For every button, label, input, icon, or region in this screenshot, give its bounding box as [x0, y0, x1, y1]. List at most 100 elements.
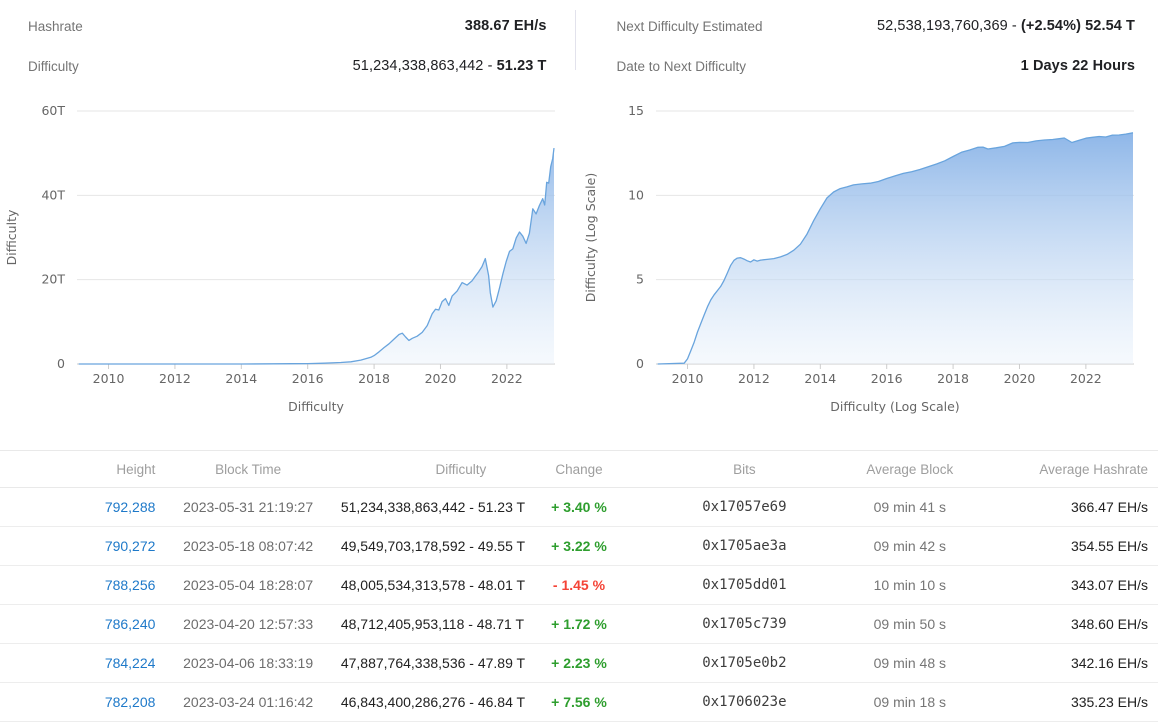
avgblock-cell: 09 min 18 s [827, 682, 993, 722]
svg-text:2020: 2020 [425, 371, 457, 386]
avgblock-cell: 10 min 10 s [827, 565, 993, 605]
avgblock-cell: 09 min 41 s [827, 487, 993, 527]
table-row: 790,272 2023-05-18 08:07:42 49,549,703,178… [0, 526, 1158, 566]
next-difficulty-label: Next Difficulty Estimated [616, 18, 763, 34]
svg-text:2012: 2012 [159, 371, 191, 386]
time-cell: 2023-04-20 12:57:33 [165, 604, 331, 644]
svg-text:60T: 60T [41, 103, 65, 118]
diff-cell: 46,843,400,286,276 - 46.84 T [330, 682, 525, 722]
svg-text:2020: 2020 [1004, 371, 1036, 386]
height-cell: 790,272 [0, 526, 166, 566]
column-header-time: Block Time [165, 450, 331, 488]
svg-text:5: 5 [636, 272, 644, 287]
height-cell: 788,256 [0, 565, 166, 605]
time-cell: 2023-04-06 18:33:19 [165, 643, 331, 683]
svg-text:2018: 2018 [937, 371, 969, 386]
svg-text:2010: 2010 [93, 371, 125, 386]
change-cell: + 3.40 % [496, 487, 662, 527]
block-height-link[interactable]: 788,256 [104, 577, 156, 593]
diff-cell: 49,549,703,178,592 - 49.55 T [330, 526, 525, 566]
svg-text:20T: 20T [41, 272, 65, 287]
svg-text:2014: 2014 [804, 371, 836, 386]
svg-text:2018: 2018 [358, 371, 390, 386]
column-header-change: Change [496, 450, 662, 488]
bits-cell: 0x1705e0b2 [661, 643, 828, 683]
stats-right-column: Next Difficulty Estimated 52,538,193,760… [573, 2, 1158, 90]
height-cell: 792,288 [0, 487, 166, 527]
bits-cell: 0x1705ae3a [661, 526, 828, 566]
hashrate-value: 388.67 EH/s [464, 18, 547, 34]
svg-text:2010: 2010 [672, 371, 704, 386]
avghash-cell: 335.23 EH/s [992, 682, 1158, 722]
time-cell: 2023-05-04 18:28:07 [165, 565, 331, 605]
svg-text:2016: 2016 [871, 371, 903, 386]
avgblock-cell: 09 min 48 s [827, 643, 993, 683]
svg-text:0: 0 [636, 356, 644, 371]
avghash-cell: 343.07 EH/s [992, 565, 1158, 605]
next-difficulty-stat: Next Difficulty Estimated 52,538,193,760… [617, 6, 1136, 46]
table-row: 782,208 2023-03-24 01:16:42 46,843,400,286… [0, 682, 1158, 722]
svg-text:2022: 2022 [491, 371, 523, 386]
column-header-bits: Bits [661, 450, 828, 488]
svg-text:0: 0 [57, 356, 65, 371]
avghash-cell: 342.16 EH/s [992, 643, 1158, 683]
bits-cell: 0x1706023e [661, 682, 828, 722]
bits-cell: 0x1705c739 [661, 604, 828, 644]
block-height-link[interactable]: 790,272 [104, 538, 156, 554]
diff-cell: 47,887,764,338,536 - 47.89 T [330, 643, 525, 683]
table-row: 784,224 2023-04-06 18:33:19 47,887,764,338… [0, 643, 1158, 683]
table-row: 788,256 2023-05-04 18:28:07 48,005,534,313… [0, 565, 1158, 605]
avghash-cell: 354.55 EH/s [992, 526, 1158, 566]
svg-text:15: 15 [628, 103, 644, 118]
date-to-next-label: Date to Next Difficulty [616, 58, 747, 74]
difficulty-chart: 0 20T 40T 60T 2010 2012 2014 2016 2018 2020 2022 Di… [4, 103, 555, 414]
stats-left-column: Hashrate 388.67 EH/s Difficulty 51,234,3… [0, 2, 573, 90]
table-row: 786,240 2023-04-20 12:57:33 48,712,405,953… [0, 604, 1158, 644]
stats-divider [575, 10, 576, 70]
change-cell: + 2.23 % [496, 643, 662, 683]
hashrate-stat: Hashrate 388.67 EH/s [28, 6, 547, 46]
difficulty-label: Difficulty [28, 58, 79, 74]
svg-text:2016: 2016 [292, 371, 324, 386]
time-cell: 2023-05-31 21:19:27 [165, 487, 331, 527]
date-to-next-stat: Date to Next Difficulty 1 Days 22 Hours [617, 46, 1136, 86]
y-axis-title: Difficulty [4, 209, 19, 265]
avghash-cell: 366.47 EH/s [992, 487, 1158, 527]
svg-text:40T: 40T [41, 187, 65, 202]
block-height-link[interactable]: 784,224 [104, 655, 156, 671]
block-height-link[interactable]: 786,240 [104, 616, 156, 632]
block-height-link[interactable]: 792,288 [104, 499, 156, 515]
block-height-link[interactable]: 782,208 [104, 694, 156, 710]
change-cell: + 7.56 % [496, 682, 662, 722]
table-header-row: Height Block Time Difficulty Change Bits Aver… [0, 450, 1158, 488]
svg-text:2022: 2022 [1070, 371, 1102, 386]
column-header-avgblock: Average Block [827, 450, 993, 488]
bits-cell: 0x17057e69 [661, 487, 828, 527]
column-header-height: Height [0, 450, 166, 488]
avghash-cell: 348.60 EH/s [992, 604, 1158, 644]
x-axis-title: Difficulty (Log Scale) [830, 399, 959, 414]
stats-header: Hashrate 388.67 EH/s Difficulty 51,234,3… [0, 0, 1158, 90]
height-cell: 782,208 [0, 682, 166, 722]
column-header-avghash: Average Hashrate [992, 450, 1158, 488]
difficulty-table-wrap: Height Block Time Difficulty Change Bits Aver… [0, 450, 1158, 722]
diff-cell: 51,234,338,863,442 - 51.23 T [330, 487, 525, 527]
avgblock-cell: 09 min 50 s [827, 604, 993, 644]
charts-row: 0 20T 40T 60T 2010 2012 2014 2016 2018 2020 2022 Di… [0, 95, 1158, 428]
column-header-diff: Difficulty [330, 450, 497, 488]
y-axis-title: Difficulty (Log Scale) [583, 173, 598, 302]
diff-cell: 48,712,405,953,118 - 48.71 T [330, 604, 524, 644]
height-cell: 786,240 [0, 604, 166, 644]
height-cell: 784,224 [0, 643, 166, 683]
change-cell: + 1.72 % [496, 604, 662, 644]
difficulty-log-chart: 0 5 10 15 2010 2012 2014 2016 2018 2020 2022 Diffic… [583, 103, 1134, 414]
change-cell: - 1.45 % [496, 565, 662, 605]
next-difficulty-value: 52,538,193,760,369 - (+2.54%) 52.54 T [876, 18, 1135, 34]
difficulty-stat: Difficulty 51,234,338,863,442 - 51.23 T [28, 46, 547, 86]
diff-cell: 48,005,534,313,578 - 48.01 T [330, 565, 525, 605]
time-cell: 2023-05-18 08:07:42 [165, 526, 331, 566]
difficulty-table: Height Block Time Difficulty Change Bits Aver… [0, 450, 1158, 722]
x-axis-title: Difficulty [288, 399, 344, 414]
hashrate-label: Hashrate [28, 18, 83, 34]
difficulty-value: 51,234,338,863,442 - 51.23 T [352, 58, 547, 74]
